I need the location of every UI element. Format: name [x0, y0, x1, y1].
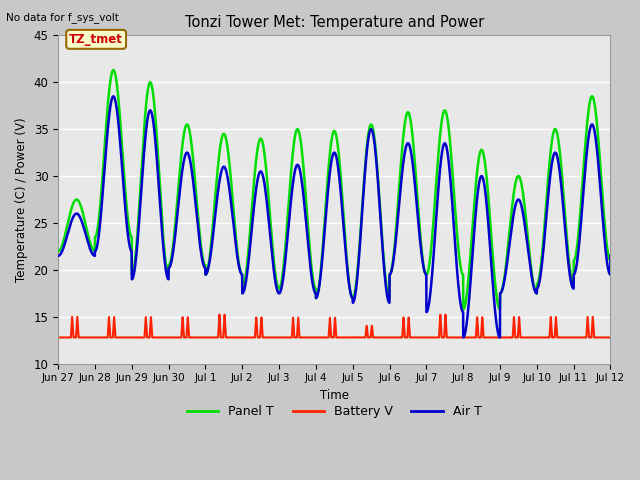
Legend: Panel T, Battery V, Air T: Panel T, Battery V, Air T — [182, 400, 486, 423]
Title: Tonzi Tower Met: Temperature and Power: Tonzi Tower Met: Temperature and Power — [185, 15, 484, 30]
Y-axis label: Temperature (C) / Power (V): Temperature (C) / Power (V) — [15, 117, 28, 282]
Text: No data for f_sys_volt: No data for f_sys_volt — [6, 12, 119, 23]
X-axis label: Time: Time — [320, 389, 349, 402]
Text: TZ_tmet: TZ_tmet — [69, 33, 123, 46]
